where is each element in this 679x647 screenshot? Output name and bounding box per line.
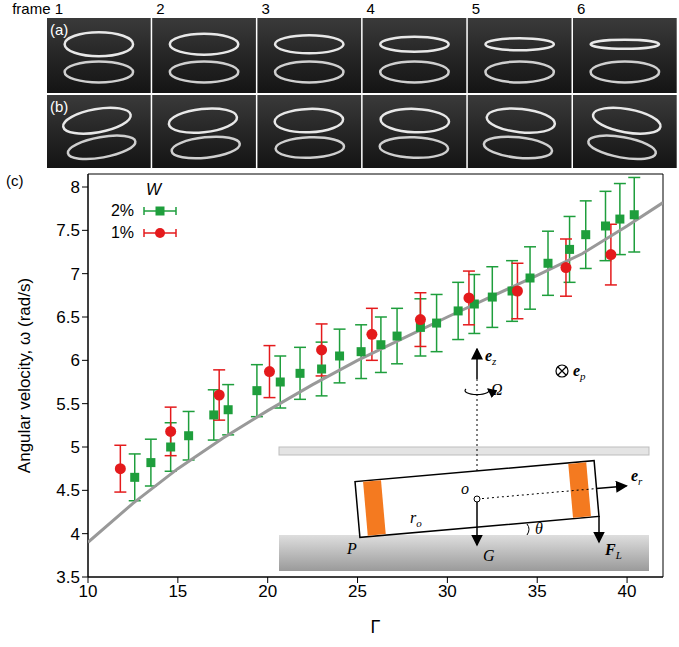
svg-text:P: P xyxy=(346,540,357,557)
svg-text:20: 20 xyxy=(258,582,277,601)
svg-text:2: 2 xyxy=(156,0,164,17)
html-text:W: W xyxy=(146,181,162,198)
svg-text:5.5: 5.5 xyxy=(56,395,80,414)
svg-text:6: 6 xyxy=(71,351,80,370)
svg-text:Ω: Ω xyxy=(491,381,503,398)
svg-text:4.5: 4.5 xyxy=(56,481,80,500)
svg-text:3.5: 3.5 xyxy=(56,568,80,587)
svg-text:(b): (b) xyxy=(50,98,68,115)
svg-text:frame 1: frame 1 xyxy=(12,0,63,17)
svg-text:Angular velocity, ω (rad/s): Angular velocity, ω (rad/s) xyxy=(15,278,34,473)
svg-text:8: 8 xyxy=(71,178,80,197)
svg-text:FL: FL xyxy=(604,541,622,561)
svg-text:3: 3 xyxy=(261,0,269,17)
html-text:1%: 1% xyxy=(110,224,134,241)
svg-text:Γ: Γ xyxy=(371,617,381,637)
html-text:2%: 2% xyxy=(110,202,134,219)
html-text:(c): (c) xyxy=(6,172,24,189)
svg-text:6.5: 6.5 xyxy=(56,308,80,327)
svg-text:5: 5 xyxy=(472,0,480,17)
svg-text:6: 6 xyxy=(577,0,585,17)
svg-text:o: o xyxy=(461,480,469,497)
svg-text:15: 15 xyxy=(168,582,187,601)
svg-text:7.5: 7.5 xyxy=(56,221,80,240)
svg-text:θ: θ xyxy=(535,520,543,537)
svg-text:4: 4 xyxy=(367,0,375,17)
svg-text:4: 4 xyxy=(71,525,80,544)
svg-text:ro: ro xyxy=(410,509,422,529)
svg-text:(a): (a) xyxy=(50,21,68,38)
svg-text:ep: ep xyxy=(573,362,586,382)
svg-text:35: 35 xyxy=(528,582,547,601)
svg-text:25: 25 xyxy=(348,582,367,601)
svg-text:ez: ez xyxy=(485,347,497,367)
svg-text:G: G xyxy=(483,547,495,564)
svg-text:er: er xyxy=(631,467,643,487)
svg-text:7: 7 xyxy=(71,265,80,284)
svg-text:5: 5 xyxy=(71,438,80,457)
svg-text:30: 30 xyxy=(438,582,457,601)
svg-text:10: 10 xyxy=(79,582,98,601)
svg-text:40: 40 xyxy=(618,582,637,601)
